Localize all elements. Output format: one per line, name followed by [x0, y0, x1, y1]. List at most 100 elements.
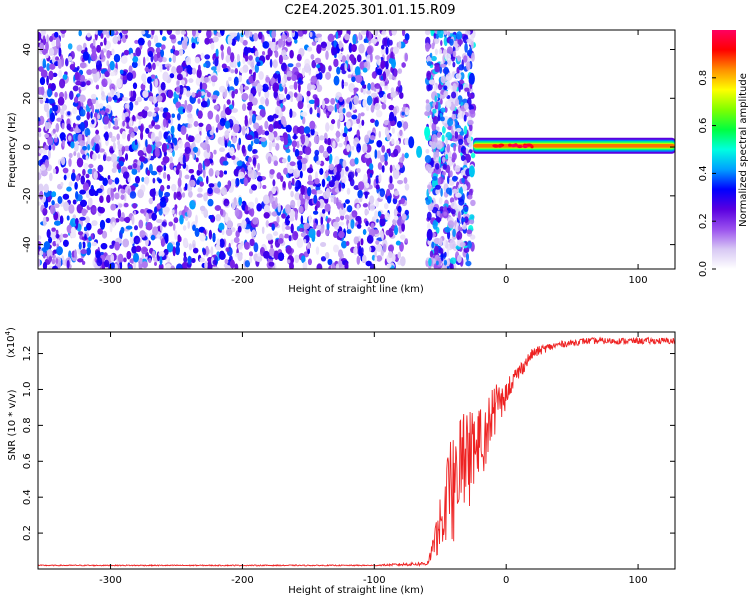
spectrogram-cell: [241, 219, 247, 229]
spectrogram-cell: [80, 109, 86, 117]
spectrogram-cell: [322, 209, 326, 214]
spectrogram-cell: [346, 102, 349, 109]
spectrogram-cell: [335, 131, 341, 138]
spectrogram-cell: [388, 39, 393, 46]
spectrogram-cell: [234, 263, 239, 269]
spectrogram-cell: [105, 218, 111, 224]
spectrogram-cell: [163, 107, 169, 113]
spectrogram-cell: [172, 246, 176, 257]
spectrogram-cell: [74, 96, 79, 104]
spectrogram-cell: [196, 37, 200, 42]
spectrogram-cell: [38, 127, 42, 133]
spectrogram-cell: [358, 43, 365, 54]
spectrogram-cell: [362, 143, 368, 154]
spectrogram-cell: [286, 94, 291, 100]
spectrogram-cell: [110, 253, 115, 263]
spectrogram-cell: [45, 41, 49, 52]
spectrogram-cell: [114, 177, 120, 185]
spectrogram-cell: [394, 215, 399, 221]
spectrogram-cell: [129, 191, 137, 199]
spectrogram-cell: [46, 110, 50, 118]
spectrogram-cell: [147, 111, 153, 117]
spectrogram-cell: [254, 197, 258, 205]
spectrogram-cell: [131, 245, 138, 254]
spectrogram-cell: [181, 261, 189, 269]
spectrogram-cell: [325, 187, 330, 198]
spectrogram-cell: [97, 228, 103, 235]
spectrogram-cell: [188, 243, 193, 251]
spectrogram-cell: [298, 77, 302, 83]
spectrogram-cell: [374, 83, 381, 89]
spectrogram-cell: [377, 162, 383, 170]
spectrogram-cell: [282, 55, 289, 60]
spectrogram-cell: [84, 216, 91, 224]
spectrogram-cell: [206, 175, 209, 185]
spectrogram-cell: [230, 69, 235, 74]
spectrogram-cell: [310, 75, 318, 84]
spectrogram-cell: [395, 140, 400, 146]
spectrogram-cell: [223, 67, 229, 73]
spectrogram-cell: [401, 222, 405, 232]
spectrogram-cell: [402, 30, 406, 37]
spectrogram-cell: [128, 120, 133, 128]
spectrogram-cell: [140, 30, 146, 35]
spectrogram-cell: [379, 81, 385, 87]
spectrogram-cell: [374, 149, 378, 159]
spectrogram-cell: [202, 248, 207, 256]
spectrogram-cell: [387, 37, 390, 48]
spectrogram-cell: [227, 35, 233, 45]
spectrogram-cell: [358, 32, 362, 41]
spectrogram-cell: [350, 219, 355, 229]
spectrogram-cell: [384, 212, 391, 221]
spectrogram-cell: [68, 204, 75, 214]
spectrogram-cell: [96, 188, 103, 194]
spectrogram-cell: [316, 224, 321, 230]
spectrogram-cell: [68, 152, 73, 159]
spectrogram-cell: [296, 127, 302, 133]
spectrogram-cell: [219, 147, 225, 152]
spectrogram-cell: [79, 140, 86, 147]
spectrogram-cell: [369, 163, 374, 171]
spectrogram-cell: [231, 227, 236, 232]
spectrogram-cell: [183, 256, 188, 263]
spectrogram-cell: [121, 131, 126, 140]
spectrogram-cell: [78, 231, 84, 236]
spectrogram-cell: [393, 68, 398, 78]
spectrogram-cell: [249, 58, 255, 68]
spectrogram-cell: [296, 93, 303, 103]
spectrogram-cell: [194, 56, 200, 64]
spectrogram-cell: [52, 265, 59, 269]
spectrogram-cell: [335, 216, 340, 223]
spectrogram-cell: [229, 259, 235, 269]
spectrogram-cell: [302, 30, 306, 35]
spectrogram-cell: [212, 259, 218, 265]
spectrogram-cell: [228, 76, 232, 82]
spectrogram-cell: [281, 77, 285, 86]
spectrogram-cell: [123, 217, 131, 223]
spectrogram-cell: [148, 197, 154, 205]
spectrogram-cell: [218, 222, 225, 231]
spectrogram-cell: [316, 263, 323, 269]
spectrogram-cell: [273, 73, 278, 79]
spectrogram-cell: [162, 71, 169, 82]
spectrogram-cell: [328, 65, 332, 72]
spectrogram-cell: [333, 196, 337, 205]
spectrogram-cell: [160, 223, 163, 232]
spectrogram-cell: [95, 129, 99, 135]
spectrogram-cell: [221, 229, 225, 236]
spectrogram-cell: [366, 90, 372, 95]
spectrogram-cell: [148, 163, 153, 174]
spectrogram-cell: [307, 258, 312, 266]
spectrogram-cell: [219, 238, 225, 248]
spectrogram-cell: [52, 143, 56, 151]
spectrogram-cell: [280, 116, 286, 125]
spectrogram-cell: [212, 266, 219, 269]
spectrogram-cell: [226, 80, 229, 88]
spectrogram-cell: [240, 241, 244, 247]
spectrogram-cell: [137, 189, 144, 199]
spectrogram-cell: [217, 181, 222, 188]
spectrogram-cell: [353, 247, 358, 255]
spectrogram-cell: [370, 92, 378, 98]
spectrogram-cell: [334, 155, 340, 166]
spectrogram-cell: [133, 210, 137, 215]
